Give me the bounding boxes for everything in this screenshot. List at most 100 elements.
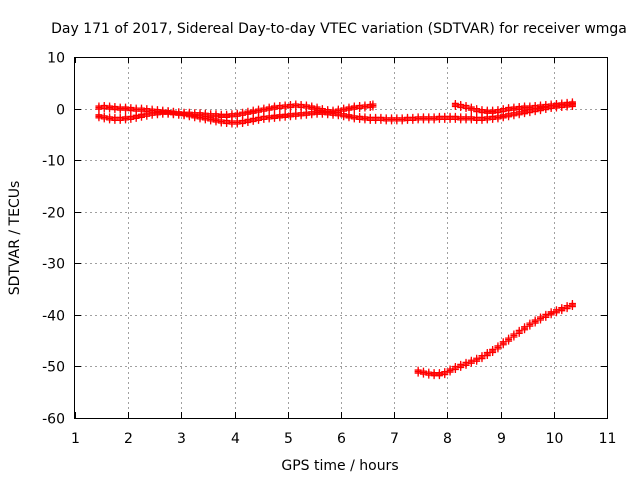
x-tick-label: 8 [443, 431, 452, 447]
data-point [393, 114, 401, 125]
plus-marker [531, 319, 539, 327]
data-point [430, 113, 438, 124]
data-point [318, 107, 326, 118]
y-tick-label: -50 [42, 360, 65, 376]
x-tick-labels: 1 2 3 4 5 6 7 8 9 10 11 [71, 431, 616, 447]
x-axis-label: GPS time / hours [281, 458, 398, 474]
plus-marker [489, 348, 497, 356]
plus-marker [483, 352, 491, 360]
data-point [457, 100, 465, 111]
plus-marker [239, 119, 247, 127]
x-tick-label: 4 [231, 431, 240, 447]
y-tick-label: -60 [42, 412, 65, 428]
data-point [111, 103, 119, 114]
data-point [106, 102, 114, 113]
plus-marker [526, 322, 534, 330]
data-point [473, 354, 481, 365]
plus-marker [563, 305, 571, 313]
data-point [494, 342, 502, 353]
data-point [271, 102, 278, 113]
x-tick-label: 10 [546, 431, 564, 447]
y-tick-label: 0 [56, 103, 65, 119]
plus-marker [127, 115, 135, 123]
plus-marker [499, 114, 507, 122]
y-tick-label: 10 [47, 51, 65, 67]
data-point [191, 111, 199, 122]
x-tick-label: 6 [337, 431, 346, 447]
data-point [441, 368, 449, 379]
data-series [451, 98, 576, 117]
y-tick-label: -40 [42, 309, 65, 325]
plus-marker [369, 103, 377, 111]
data-point [531, 316, 539, 327]
y-tick-label: -20 [42, 206, 65, 222]
plus-marker [441, 371, 449, 379]
plus-marker [494, 115, 502, 123]
data-point [180, 109, 188, 120]
plus-marker [537, 316, 544, 324]
x-tick-label: 5 [284, 431, 293, 447]
data-point [369, 100, 377, 111]
plus-marker [143, 112, 151, 120]
data-point [334, 109, 342, 120]
x-tick-label: 7 [390, 431, 399, 447]
plus-marker [568, 101, 576, 109]
plus-marker [510, 333, 518, 341]
data-point [505, 334, 513, 345]
x-tick-label: 1 [71, 431, 80, 447]
y-tick-labels: 10 0 -10 -20 -30 -40 -50 -60 [42, 51, 65, 428]
data-point [568, 98, 576, 109]
plus-marker [494, 109, 502, 117]
y-tick-label: -10 [42, 154, 65, 170]
plus-marker [467, 359, 475, 367]
data-point [521, 323, 529, 334]
plus-marker [244, 118, 252, 126]
plus-marker [435, 372, 443, 380]
plus-marker [552, 309, 560, 317]
plus-marker [568, 303, 576, 311]
plus-marker [505, 113, 513, 121]
data-point [563, 302, 571, 313]
data-point [542, 310, 550, 321]
x-tick-label: 3 [177, 431, 186, 447]
plus-marker [473, 357, 481, 365]
data-point [467, 103, 475, 114]
chart-title: Day 171 of 2017, Sidereal Day-to-day VTE… [51, 21, 627, 37]
data-point [281, 110, 289, 121]
plus-marker [558, 307, 566, 315]
data-marks [95, 98, 576, 380]
plus-marker [451, 365, 459, 373]
data-point [526, 319, 534, 330]
plus-marker [542, 313, 550, 321]
data-point [153, 108, 161, 119]
plus-marker [478, 355, 486, 363]
y-tick-label: -30 [42, 257, 65, 273]
data-point [260, 104, 268, 115]
plus-marker [249, 117, 257, 125]
plus-marker [515, 329, 523, 337]
data-point [212, 115, 220, 126]
data-series [95, 99, 576, 128]
plus-marker [499, 108, 507, 116]
plus-marker [132, 114, 140, 122]
axis-ticks [75, 57, 608, 419]
plus-marker [505, 337, 513, 345]
data-point [499, 338, 507, 349]
x-tick-label: 11 [599, 431, 617, 447]
plus-marker [462, 361, 470, 369]
data-series [414, 300, 576, 380]
x-tick-label: 9 [497, 431, 506, 447]
data-point [414, 366, 422, 377]
plus-marker [446, 368, 454, 376]
x-tick-label: 2 [124, 431, 133, 447]
data-point [228, 117, 236, 128]
y-axis-label: SDTVAR / TECUs [7, 181, 23, 296]
data-point [414, 113, 422, 124]
data-point [249, 114, 257, 125]
plus-marker [494, 345, 502, 353]
plus-marker [457, 363, 465, 371]
plus-marker [255, 116, 263, 124]
plus-marker [547, 311, 555, 319]
plus-marker [499, 341, 507, 349]
